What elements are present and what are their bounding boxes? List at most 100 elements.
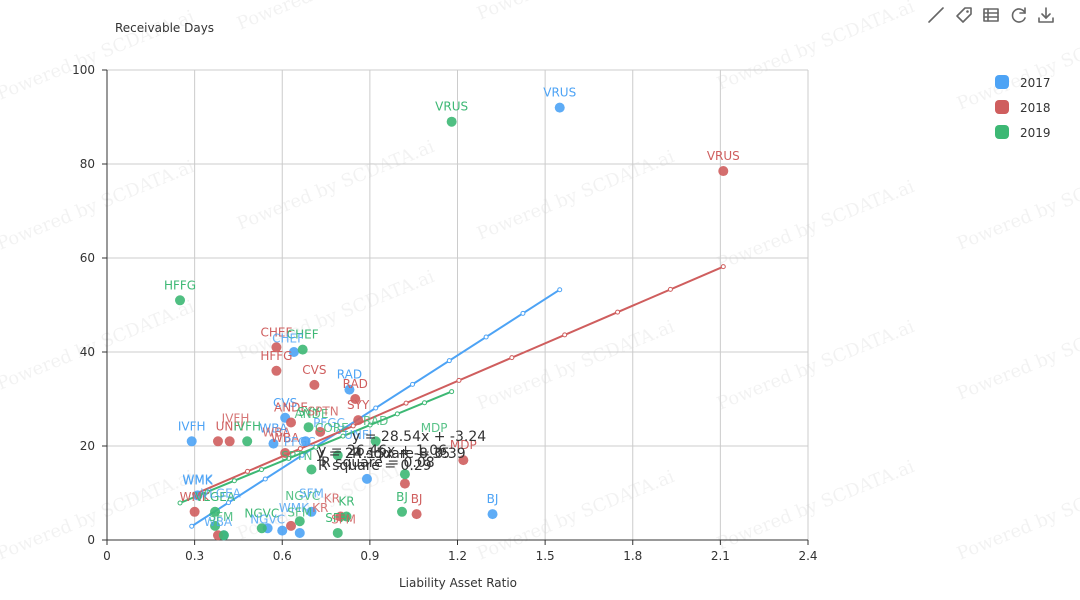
data-point-2018 — [286, 520, 297, 531]
x-tick-label: 1.8 — [623, 549, 642, 563]
download-icon-tray — [1038, 17, 1054, 23]
data-label: IVFH — [222, 412, 250, 426]
watermark-text: Powered by SCDATA.ai — [954, 156, 1080, 255]
data-point-2018 — [280, 448, 291, 459]
legend-item-2018[interactable]: 2018 — [995, 100, 1051, 115]
data-point-2019 — [332, 527, 343, 538]
legend-label: 2019 — [1020, 126, 1051, 140]
data-point-2017 — [186, 436, 197, 447]
data-label: WMK — [180, 490, 211, 504]
y-axis-title: Receivable Days — [115, 21, 214, 35]
trendline-marker — [189, 523, 195, 529]
data-label: CVS — [273, 396, 297, 410]
trendline-marker — [204, 489, 210, 495]
download-icon-head — [1041, 13, 1051, 19]
x-tick-label: 0 — [103, 549, 111, 563]
trendline-marker — [231, 478, 237, 484]
trendline-marker — [557, 287, 563, 293]
data-point-2017 — [487, 509, 498, 520]
data-point-2019 — [303, 422, 314, 433]
trendline-marker — [394, 411, 400, 417]
x-tick-label: 0.9 — [360, 549, 379, 563]
trendline-marker — [720, 264, 726, 270]
y-tick-label: 60 — [80, 251, 95, 265]
data-label: ANDE — [294, 407, 328, 421]
tag-icon-body — [956, 7, 972, 23]
data-label: WMK — [182, 473, 213, 487]
data-label: BJ — [396, 490, 408, 504]
data-label: SYY — [297, 405, 320, 419]
trendline-marker — [367, 422, 373, 428]
data-label: WBA — [259, 422, 288, 436]
data-label: RAD — [337, 368, 362, 382]
trendline-marker — [226, 500, 232, 506]
watermark-text: Powered by SCDATA.ai — [714, 316, 918, 415]
data-point-2017 — [192, 490, 203, 501]
data-label: CVS — [302, 363, 326, 377]
x-tick-label: 0.6 — [273, 549, 292, 563]
data-point-2018 — [315, 426, 326, 437]
legend-item-2017[interactable]: 2017 — [995, 75, 1051, 90]
data-point-2019 — [242, 436, 253, 447]
trendline-marker — [410, 381, 416, 387]
data-label: PFGC — [284, 435, 316, 449]
watermark-text: Powered by SCDATA.ai — [234, 136, 438, 235]
data-point-2019 — [446, 116, 457, 127]
data-point-2018 — [271, 365, 282, 376]
watermark-text: Powered by SCDATA.ai — [954, 466, 1080, 565]
table-icon[interactable] — [983, 8, 999, 22]
data-label: SFM — [331, 513, 356, 527]
data-point-2019 — [341, 511, 352, 522]
tag-icon-hole — [966, 10, 969, 13]
data-label: PFGC — [313, 416, 345, 430]
refresh-icon-arrow — [1019, 7, 1026, 14]
data-label: ANDE — [274, 401, 308, 415]
data-point-2019 — [332, 450, 343, 461]
data-label: SFM — [287, 506, 312, 520]
data-label: VRUS — [543, 86, 576, 100]
trendline-marker — [313, 444, 319, 450]
line-tool-icon-stroke — [928, 7, 944, 23]
data-label: BJ — [487, 492, 499, 506]
x-tick-label: 2.4 — [798, 549, 817, 563]
data-label: SPTN — [308, 404, 339, 418]
data-point-2018 — [458, 455, 469, 466]
trend-r-square: R square = 0.39 — [352, 446, 466, 462]
trendline-marker — [244, 468, 250, 474]
equation-layer: y = 28.54x + -3.24 R square = 0.29y = 26.… — [316, 429, 486, 474]
trendline-marker — [562, 332, 568, 338]
table-icon-frame — [983, 8, 999, 22]
trendline-marker — [177, 500, 183, 506]
data-label: WMK — [182, 473, 213, 487]
trendline-marker — [340, 433, 346, 439]
data-label: NGVC — [250, 513, 285, 527]
data-point-2018 — [189, 506, 200, 517]
data-label: UNFI — [344, 428, 372, 442]
download-icon[interactable] — [1038, 7, 1054, 23]
legend: 2017 2018 2019 — [995, 75, 1051, 140]
y-tick-label: 100 — [72, 63, 95, 77]
refresh-icon[interactable] — [1011, 7, 1026, 23]
x-tick-label: 1.5 — [536, 549, 555, 563]
data-point-2018 — [309, 379, 320, 390]
data-label: HFFG — [260, 349, 292, 363]
data-point-2017 — [361, 473, 372, 484]
data-point-2019 — [306, 464, 317, 475]
legend-label: 2017 — [1020, 76, 1051, 90]
watermark-text: Powered by SCDATA.ai — [954, 306, 1080, 405]
legend-item-2019[interactable]: 2019 — [995, 125, 1051, 140]
data-point-2018 — [411, 509, 422, 520]
data-point-2019 — [294, 516, 305, 527]
data-label: BJ — [411, 492, 423, 506]
data-point-2018 — [224, 436, 235, 447]
data-point-2019 — [370, 436, 381, 447]
tag-icon[interactable] — [956, 7, 972, 23]
trend-equation: y = 24.15x + -8.35 — [316, 446, 450, 462]
data-label: SFM — [208, 510, 233, 524]
line-tool-icon[interactable] — [928, 7, 944, 23]
data-label: RAD — [363, 414, 388, 428]
data-label: KR — [324, 491, 340, 505]
data-label: VRUS — [435, 100, 468, 114]
data-label: RAD — [343, 377, 368, 391]
